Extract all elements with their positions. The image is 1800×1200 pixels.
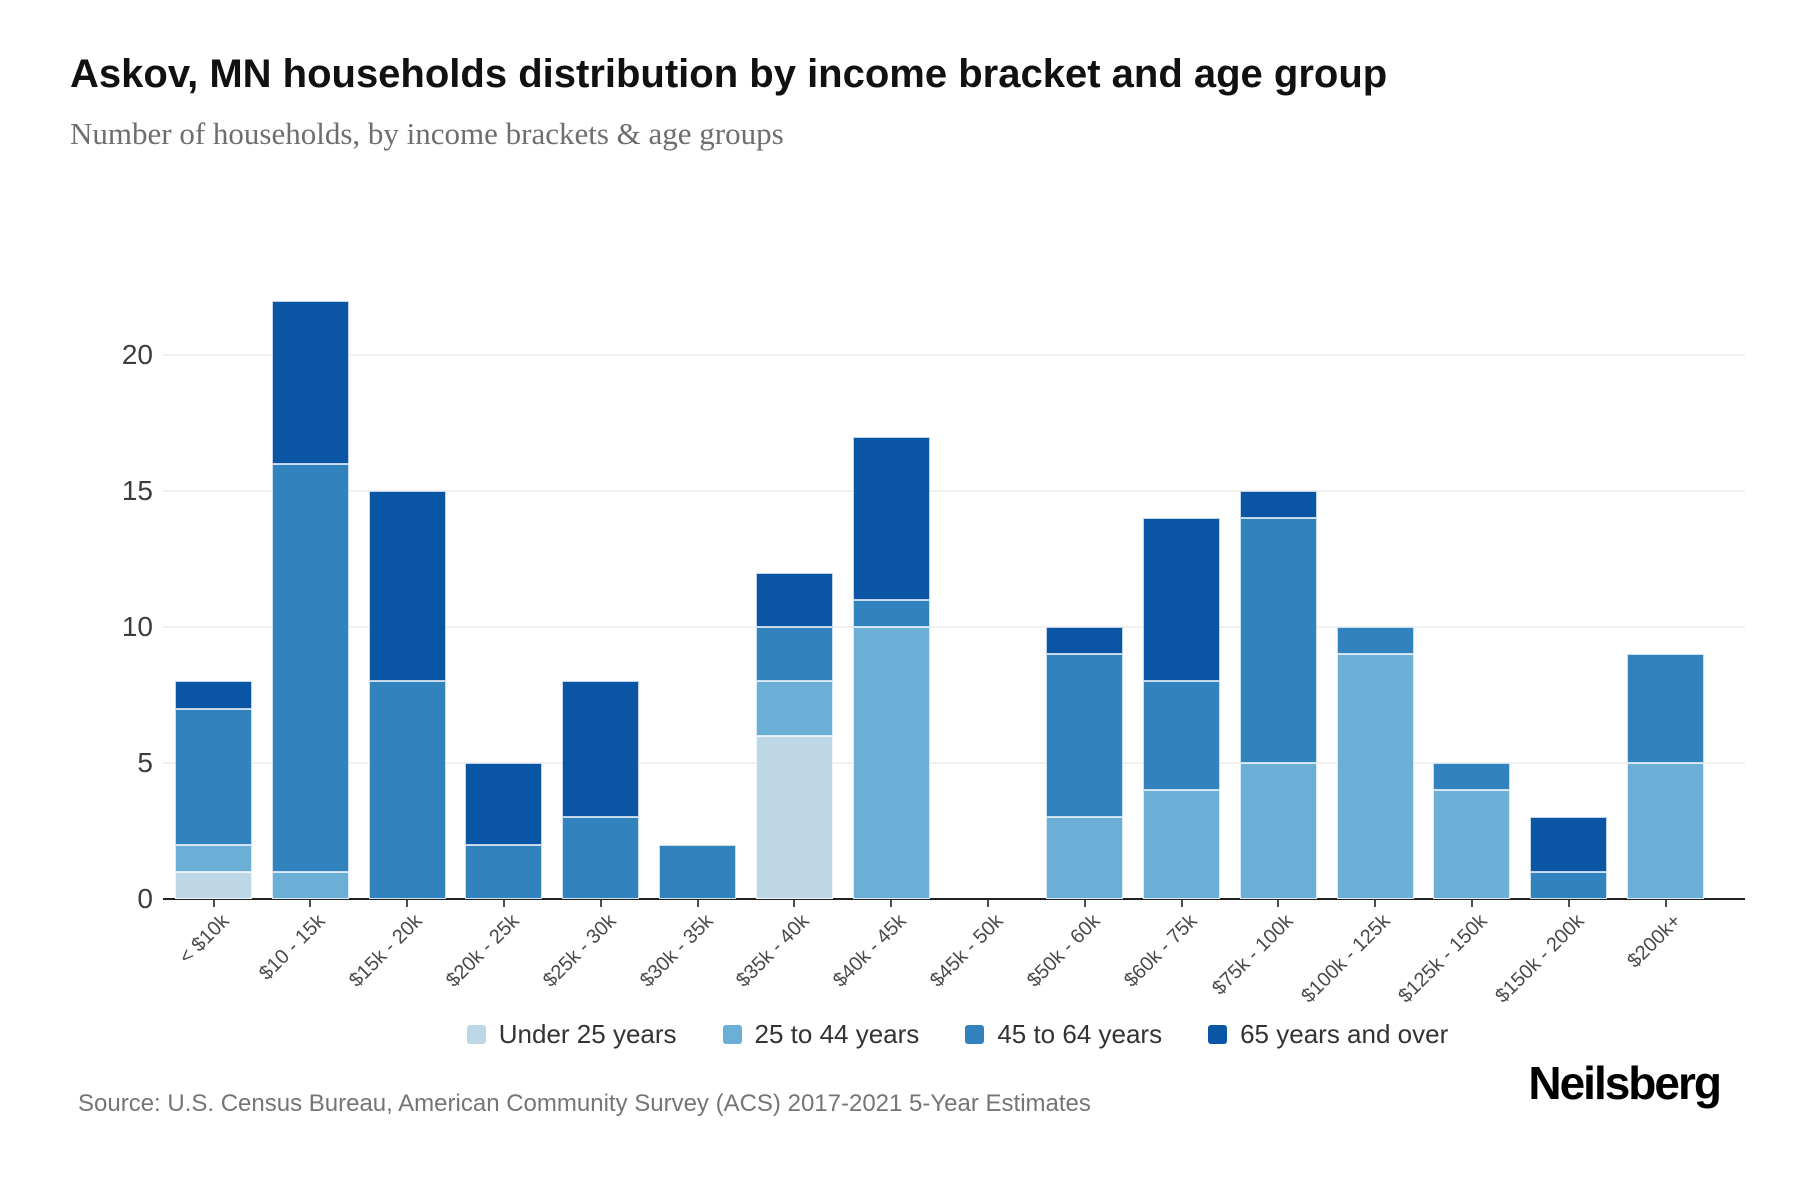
legend-item-label: 25 to 44 years: [754, 1019, 920, 1049]
x-tick-mark: [1083, 900, 1086, 907]
x-tick-label: $20k - 25k: [441, 910, 524, 992]
chart-subtitle: Number of households, by income brackets…: [70, 116, 784, 151]
legend-item-label: Under 25 years: [498, 1019, 677, 1049]
bar-segment[interactable]: [1239, 518, 1317, 763]
x-tick-label: $100k - 125k: [1297, 910, 1395, 1008]
bar-segment[interactable]: [852, 599, 930, 627]
x-tick-mark: [1664, 900, 1667, 907]
x-tick-label: < $10k: [174, 910, 234, 969]
bar-segment[interactable]: [1627, 654, 1704, 763]
legend-swatch: [1208, 1024, 1228, 1044]
x-tick-label: $30k - 35k: [635, 910, 718, 992]
gridline: [163, 762, 1745, 764]
x-tick-mark: [406, 900, 409, 907]
bar-segment[interactable]: [271, 871, 349, 899]
bar-segment[interactable]: [271, 463, 349, 872]
legend-item[interactable]: Under 25 years: [466, 1014, 677, 1054]
x-tick-mark: [1374, 900, 1377, 907]
bar-segment[interactable]: [465, 763, 543, 845]
bar-segment[interactable]: [1530, 871, 1608, 899]
x-tick-label: $10 - 15k: [255, 910, 330, 985]
bar-segment[interactable]: [368, 491, 446, 682]
bar-segment[interactable]: [1336, 654, 1414, 899]
bar-segment[interactable]: [562, 817, 640, 899]
x-tick-mark: [309, 900, 312, 907]
x-tick-mark: [890, 900, 893, 907]
y-tick-label: 20: [121, 339, 153, 370]
x-tick-mark: [1567, 900, 1570, 907]
x-tick-label: $60k - 75k: [1119, 910, 1202, 992]
x-tick-mark: [1470, 900, 1473, 907]
x-tick-label: $25k - 30k: [538, 910, 621, 992]
legend-swatch: [722, 1024, 742, 1044]
bar-segment[interactable]: [1046, 817, 1124, 899]
bar-segment[interactable]: [1239, 763, 1317, 899]
bar-segment[interactable]: [755, 627, 833, 682]
bar-segment[interactable]: [1143, 518, 1220, 682]
x-tick-label: $35k - 40k: [732, 910, 814, 992]
bar-segment[interactable]: [852, 627, 930, 899]
bar-segment[interactable]: [755, 572, 833, 627]
bar-segment[interactable]: [852, 436, 930, 600]
gridline: [163, 490, 1745, 492]
x-tick-label: $125k - 150k: [1394, 910, 1492, 1008]
y-tick-label: 0: [137, 883, 153, 914]
legend-item[interactable]: 65 years and over: [1208, 1014, 1448, 1054]
legend-item[interactable]: 25 to 44 years: [722, 1014, 920, 1054]
x-tick-label: $150k - 200k: [1490, 910, 1589, 1008]
x-tick-mark: [1277, 900, 1280, 907]
x-tick-mark: [1180, 900, 1183, 907]
bar-segment[interactable]: [1433, 763, 1511, 791]
bar-segment[interactable]: [1627, 763, 1704, 899]
legend: Under 25 years 25 to 44 years 45 to 64 yea…: [0, 1014, 1800, 1054]
bar-segment[interactable]: [659, 844, 736, 899]
y-tick-label: 5: [137, 747, 153, 778]
legend-item-label: 45 to 64 years: [997, 1019, 1163, 1049]
legend-swatch: [466, 1024, 486, 1044]
y-tick-label: 10: [121, 611, 153, 642]
bar-segment[interactable]: [1336, 627, 1414, 655]
brand-logo[interactable]: Neilsberg: [1528, 1057, 1722, 1109]
x-tick-label: $15k - 20k: [345, 910, 427, 992]
bar-segment[interactable]: [271, 300, 349, 464]
bar-segment[interactable]: [1433, 790, 1511, 899]
x-axis-line: [163, 898, 1745, 900]
bar-segment[interactable]: [1530, 817, 1608, 872]
y-tick-label: 15: [121, 475, 153, 506]
bar-segment[interactable]: [368, 681, 446, 899]
bar-segment[interactable]: [755, 735, 833, 899]
bar-segment[interactable]: [175, 681, 252, 709]
bar-segment[interactable]: [175, 708, 252, 845]
x-tick-mark: [696, 900, 699, 907]
x-tick-mark: [986, 900, 989, 907]
x-tick-label: $75k - 100k: [1208, 910, 1298, 1000]
bar-segment[interactable]: [1046, 627, 1124, 655]
bar-segment[interactable]: [755, 681, 833, 736]
x-tick-label: $50k - 60k: [1022, 910, 1105, 992]
bar-segment[interactable]: [465, 844, 543, 899]
legend-item-label: 65 years and over: [1240, 1019, 1449, 1049]
chart-title: Askov, MN households distribution by inc…: [70, 52, 1388, 96]
x-tick-label: $40k - 45k: [829, 910, 911, 992]
bar-segment[interactable]: [175, 871, 252, 899]
legend-swatch: [965, 1024, 985, 1044]
gridline: [163, 354, 1745, 356]
x-tick-mark: [599, 900, 602, 907]
bar-segment[interactable]: [1046, 654, 1124, 818]
x-tick-label: $45k - 50k: [925, 910, 1008, 992]
source-note: Source: U.S. Census Bureau, American Com…: [78, 1090, 1091, 1117]
gridline: [163, 626, 1745, 628]
bar-segment[interactable]: [1143, 681, 1220, 791]
x-tick-mark: [793, 900, 796, 907]
bar-segment[interactable]: [175, 844, 252, 872]
bar-segment[interactable]: [1239, 491, 1317, 519]
x-tick-mark: [502, 900, 505, 907]
x-tick-label: $200k+: [1622, 910, 1686, 973]
bar-segment[interactable]: [1143, 790, 1220, 899]
x-tick-mark: [212, 900, 215, 907]
bar-segment[interactable]: [562, 681, 640, 818]
legend-item[interactable]: 45 to 64 years: [965, 1014, 1162, 1054]
